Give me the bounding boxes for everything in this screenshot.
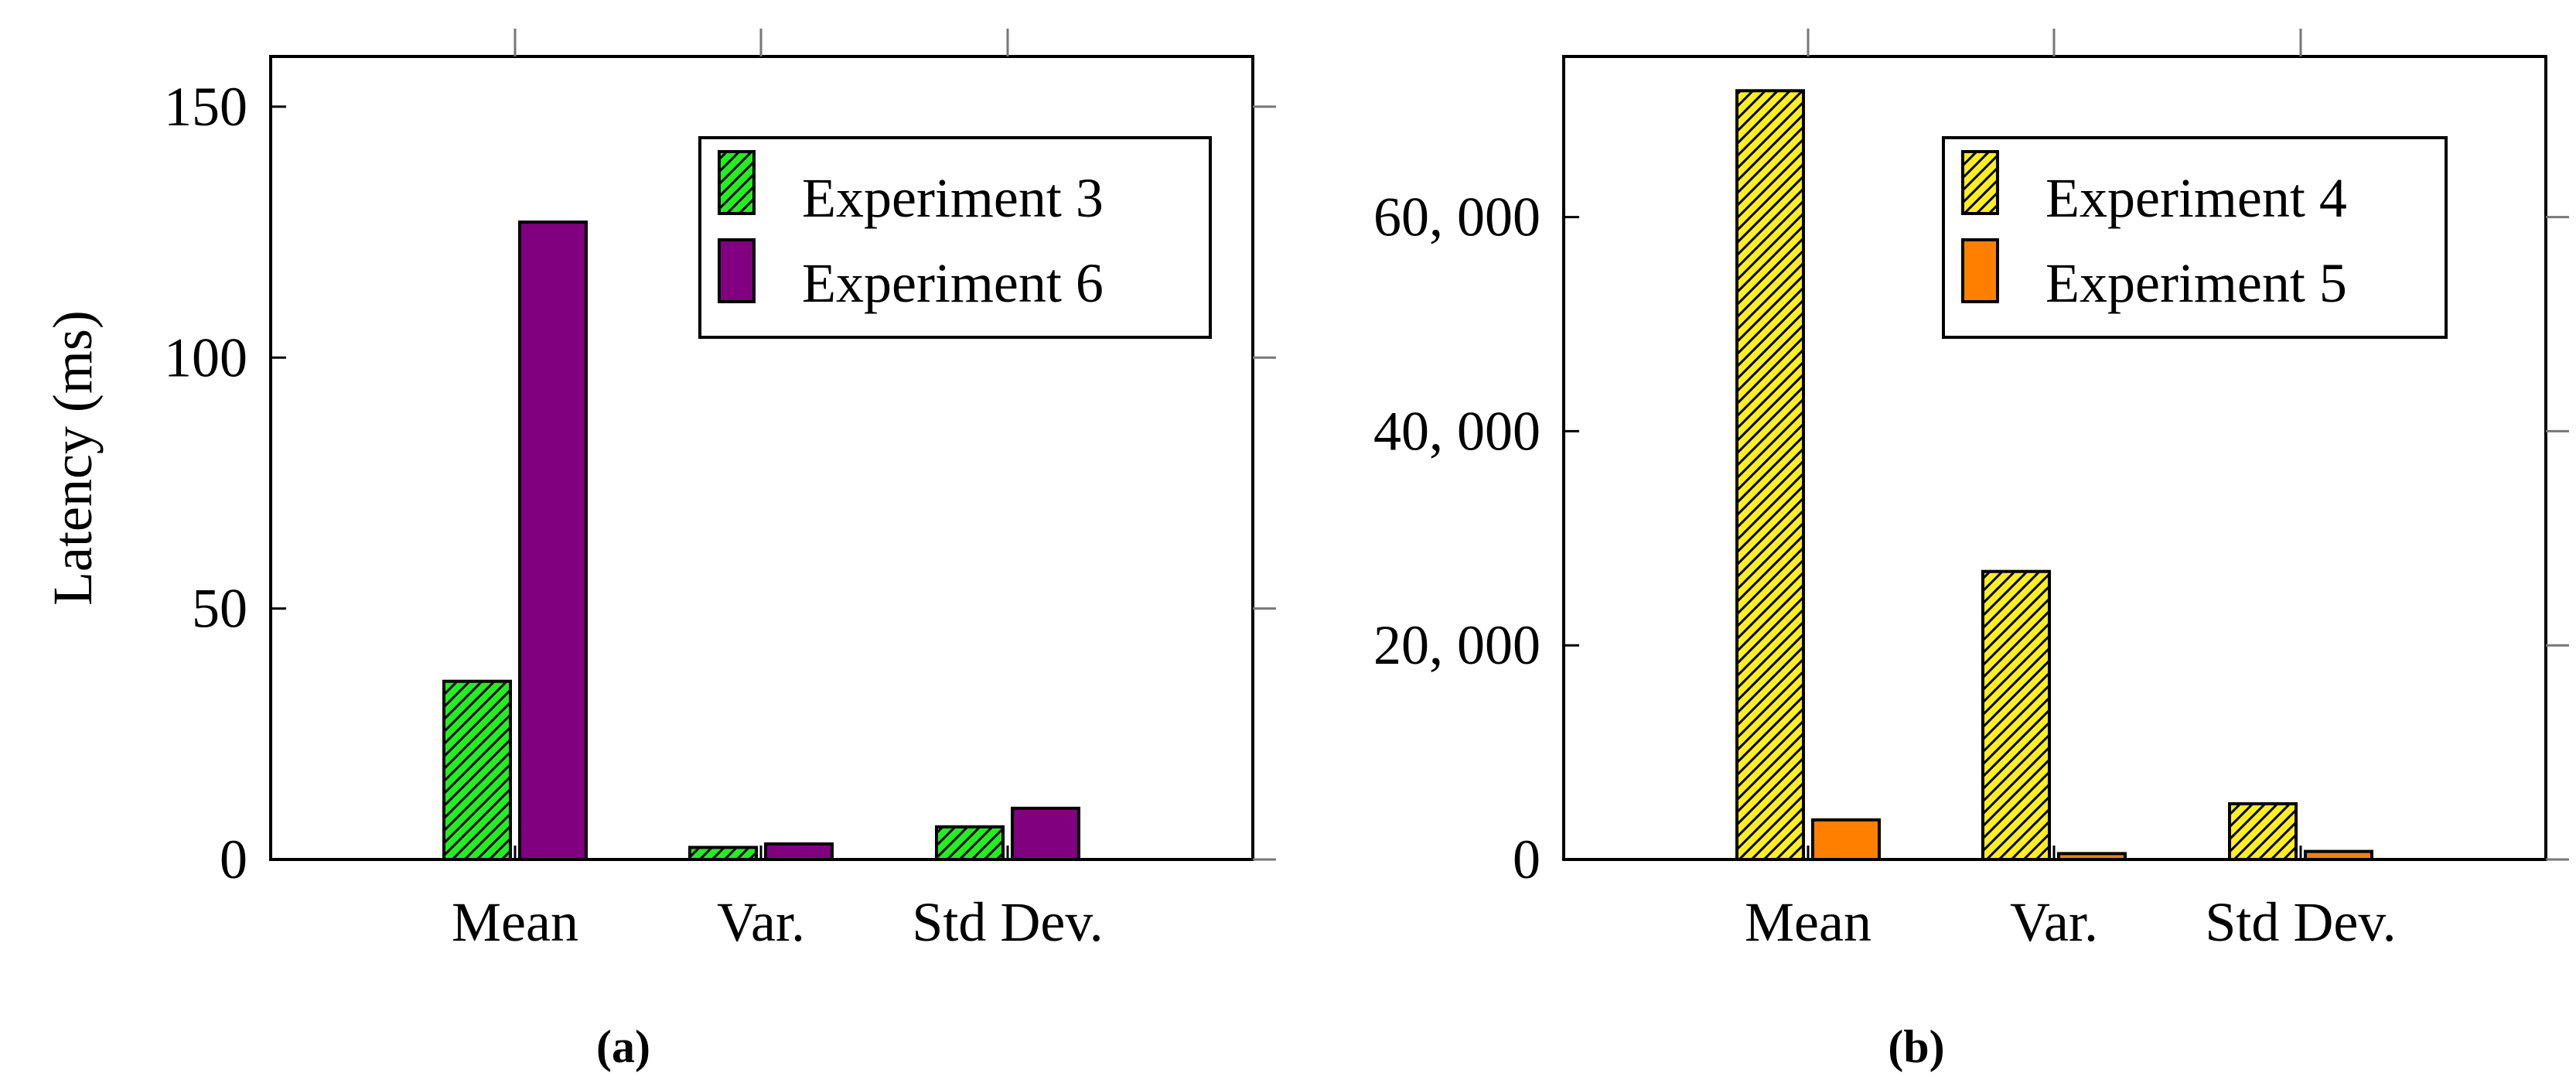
x-tick-label: Mean <box>452 891 578 953</box>
legend-swatch-series-2 <box>718 238 756 303</box>
legend-frame <box>1942 136 2448 339</box>
bar-experiment-6-stddev <box>1011 806 1080 862</box>
x-tick-label: Var. <box>717 891 805 953</box>
y-tick-label: 0 <box>1513 829 1540 890</box>
figure-caption: (a) <box>596 1021 650 1072</box>
y-tick-label: 40, 000 <box>1373 400 1540 462</box>
bar-experiment-6-mean <box>518 220 588 861</box>
y-tick-label: 0 <box>220 829 247 890</box>
y-ticks: 0 20, 000 40, 000 60, 000 <box>1373 186 2569 890</box>
x-tick-label: Std Dev. <box>912 891 1103 953</box>
y-tick-label: 60, 000 <box>1373 186 1540 248</box>
legend-label-series-2: Experiment 6 <box>802 252 1104 314</box>
bar-experiment-5-mean <box>1811 818 1881 861</box>
bar-experiment-5-var <box>2057 852 2127 861</box>
bars-group <box>1735 89 2373 861</box>
bars-group <box>442 220 1080 862</box>
x-tick-label: Var. <box>2010 891 2098 953</box>
bar-experiment-6-var <box>764 842 834 862</box>
y-tick-label: 20, 000 <box>1373 614 1540 676</box>
legend-swatch-series-1 <box>1961 150 1999 215</box>
x-tick-label: Mean <box>1745 891 1871 953</box>
y-ticks: 0 50 100 150 <box>164 76 1276 890</box>
bar-experiment-3-var <box>688 846 758 862</box>
y-axis-label: Latency (ms) <box>42 310 104 606</box>
legend-swatch-series-1 <box>718 150 756 215</box>
y-tick-label: 50 <box>192 578 247 640</box>
bar-experiment-3-mean <box>442 679 512 861</box>
x-tick-label: Std Dev. <box>2205 891 2396 953</box>
y-tick-label: 150 <box>164 76 247 138</box>
legend-label-series-1: Experiment 3 <box>802 167 1104 229</box>
legend-label-series-1: Experiment 4 <box>2045 167 2347 229</box>
legend-label-series-2: Experiment 5 <box>2045 252 2347 314</box>
x-ticks: Mean Var. Std Dev. <box>1745 29 2397 953</box>
legend: Experiment 3 Experiment 6 <box>698 136 1212 339</box>
legend-swatch-series-2 <box>1961 238 1999 303</box>
legend: Experiment 4 Experiment 5 <box>1942 136 2448 339</box>
bar-experiment-4-stddev <box>2228 802 2298 861</box>
bar-experiment-4-mean <box>1735 89 1805 861</box>
x-ticks: Mean Var. Std Dev. <box>452 29 1104 953</box>
legend-frame <box>698 136 1212 339</box>
y-tick-label: 100 <box>164 326 247 388</box>
bar-experiment-3-stddev <box>935 825 1005 862</box>
bar-experiment-5-stddev <box>2304 849 2373 861</box>
bar-experiment-4-var <box>1981 569 2051 861</box>
figure-caption: (b) <box>1888 1021 1944 1072</box>
